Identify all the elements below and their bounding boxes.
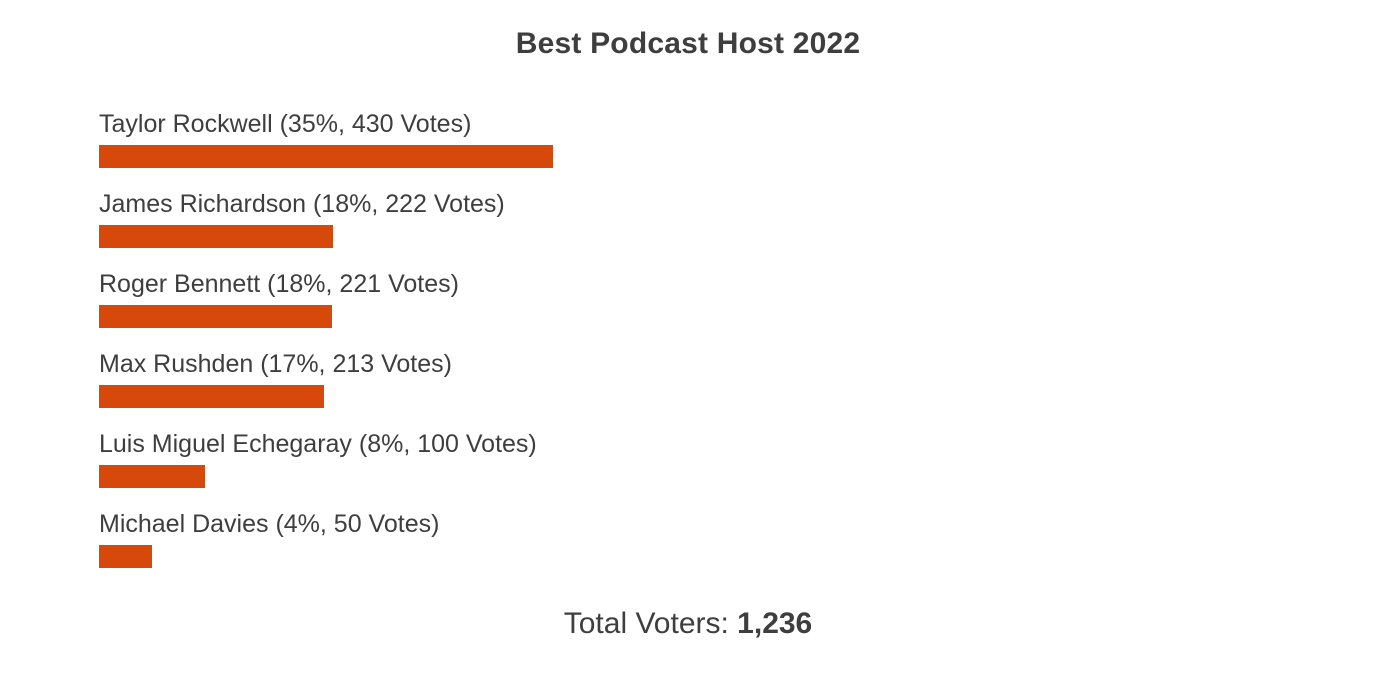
poll-row-roger-bennett: Roger Bennett (18%, 221 Votes) [99,270,1277,350]
poll-result-bar [99,305,332,328]
total-voters-label: Total Voters: [563,607,738,640]
poll-option-label: Luis Miguel Echegaray (8%, 100 Votes) [99,430,537,458]
poll-results-list: Taylor Rockwell (35%, 430 Votes) James R… [99,110,1277,590]
poll-option-label: Max Rushden (17%, 213 Votes) [99,350,452,378]
poll-result-bar [99,145,553,168]
poll-result-bar [99,545,152,568]
poll-result-bar [99,465,205,488]
poll-option-label: James Richardson (18%, 222 Votes) [99,190,505,218]
poll-row-max-rushden: Max Rushden (17%, 213 Votes) [99,350,1277,430]
poll-result-bar [99,385,324,408]
poll-option-label: Roger Bennett (18%, 221 Votes) [99,270,459,298]
poll-option-label: Michael Davies (4%, 50 Votes) [99,510,440,538]
poll-row-luis-miguel-echegaray: Luis Miguel Echegaray (8%, 100 Votes) [99,430,1277,510]
total-voters-value: 1,236 [737,607,813,640]
chart-title: Best Podcast Host 2022 [515,27,861,60]
poll-row-james-richardson: James Richardson (18%, 222 Votes) [99,190,1277,270]
poll-result-bar [99,225,333,248]
total-voters-line: Total Voters: 1,236 [0,607,1376,641]
poll-row-taylor-rockwell: Taylor Rockwell (35%, 430 Votes) [99,110,1277,190]
poll-row-michael-davies: Michael Davies (4%, 50 Votes) [99,510,1277,590]
poll-option-label: Taylor Rockwell (35%, 430 Votes) [99,110,472,138]
